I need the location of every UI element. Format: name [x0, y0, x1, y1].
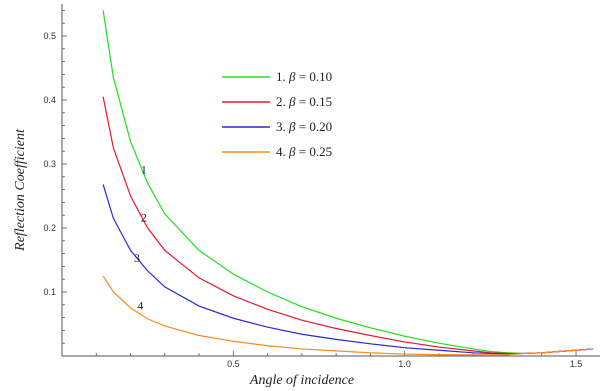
legend-entry-1: 1. β = 0.10 [276, 69, 332, 84]
series-line-4 [102, 275, 594, 356]
axes: 0.5 1.0 1.5 0.1 0.2 0.3 0.4 0.5 [43, 4, 600, 369]
x-tick-label: 0.5 [227, 359, 240, 369]
x-tick-label: 1.0 [398, 359, 411, 369]
y-tick-label: 0.2 [43, 223, 56, 233]
curve-labels: 1 2 3 4 [134, 163, 147, 313]
y-tick-label: 0.4 [43, 95, 56, 105]
y-tick-label: 0.3 [43, 159, 56, 169]
curve-label-2: 2 [141, 211, 147, 225]
series-line-1 [102, 10, 594, 355]
curve-label-1: 1 [141, 163, 147, 177]
legend-entry-4: 4. β = 0.25 [276, 144, 332, 159]
curve-label-4: 4 [137, 298, 143, 312]
x-axis-title: Angle of incidence [249, 373, 354, 388]
x-tick-label: 1.5 [570, 359, 583, 369]
legend: 1. β = 0.10 2. β = 0.15 3. β = 0.20 4. β = … [222, 69, 332, 159]
curve-label-3: 3 [134, 251, 140, 265]
y-tick-label: 0.1 [43, 287, 56, 297]
legend-entry-2: 2. β = 0.15 [276, 94, 332, 109]
legend-entry-3: 3. β = 0.20 [276, 119, 332, 134]
series-line-2 [102, 96, 594, 355]
y-axis-title: Reflection Coefficient [13, 128, 28, 252]
y-tick-label: 0.5 [43, 31, 56, 41]
curves [102, 10, 594, 356]
